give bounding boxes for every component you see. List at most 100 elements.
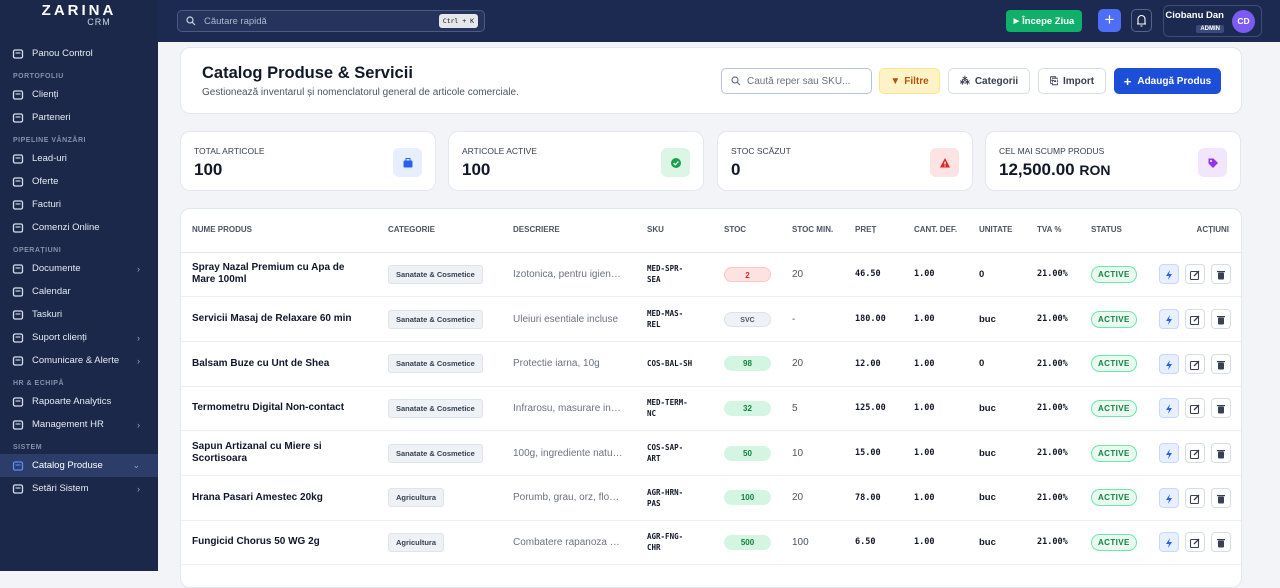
table-body: Spray Nazal Premium cu Apa de Mare 100ml… bbox=[181, 252, 1241, 566]
category-badge: Sanatate & Cosmetice bbox=[388, 309, 483, 329]
column-header: UNITATE bbox=[979, 209, 1037, 253]
nav-item[interactable]: Clienți bbox=[0, 83, 158, 106]
nav-label: Calendar bbox=[32, 286, 71, 297]
search-placeholder: Căutare rapidă bbox=[204, 15, 267, 27]
button-label: Filtre bbox=[904, 75, 929, 87]
nav-item[interactable]: Suport clienți › bbox=[0, 326, 158, 349]
sku-cell: MED-SPR-SEA bbox=[647, 252, 724, 298]
categories-button[interactable]: ⁂ Categorii bbox=[948, 68, 1030, 94]
add-product-button[interactable]: + Adaugă Produs bbox=[1114, 68, 1221, 94]
nav-item[interactable]: Comenzi Online bbox=[0, 216, 158, 239]
button-label: Începe Ziua bbox=[1022, 15, 1075, 27]
notifications-button[interactable] bbox=[1131, 9, 1152, 32]
unit: buc bbox=[979, 430, 1037, 476]
edit-button[interactable] bbox=[1185, 353, 1205, 374]
nav-item[interactable]: Facturi bbox=[0, 193, 158, 216]
product-name: Balsam Buze cu Unt de Shea bbox=[192, 341, 388, 387]
description: Protectie iarna, 10g bbox=[513, 341, 647, 387]
icon bbox=[12, 355, 24, 366]
icon bbox=[1166, 538, 1172, 549]
icon bbox=[1166, 270, 1172, 281]
user-menu[interactable]: Ciobanu Dan ADMIN CD bbox=[1163, 5, 1262, 37]
icon bbox=[12, 419, 24, 430]
nav-item[interactable]: Rapoarte Analytics bbox=[0, 390, 158, 413]
quick-action[interactable] bbox=[1159, 353, 1179, 374]
sku: AGR-FNG-CHR bbox=[647, 532, 684, 553]
product-row: Sapun Artizanal cu Miere si Scortisoara S… bbox=[181, 430, 1241, 476]
delete-button[interactable] bbox=[1211, 309, 1231, 330]
edit-button[interactable] bbox=[1185, 532, 1205, 553]
status-badge: ACTIVE bbox=[1091, 265, 1137, 283]
avatar: CD bbox=[1232, 10, 1255, 33]
nav-item[interactable]: Documente › bbox=[0, 257, 158, 280]
edit-button[interactable] bbox=[1185, 264, 1205, 285]
delete-button[interactable] bbox=[1211, 487, 1231, 508]
edit-button[interactable] bbox=[1185, 309, 1205, 330]
edit-button[interactable] bbox=[1185, 443, 1205, 464]
actions bbox=[1159, 386, 1241, 432]
column-header: SKU bbox=[647, 209, 724, 253]
filter-button[interactable]: ▼ Filtre bbox=[879, 68, 940, 94]
icon bbox=[670, 157, 681, 168]
delete-button[interactable] bbox=[1211, 398, 1231, 419]
stat-value: 100 bbox=[462, 160, 491, 179]
nav-item[interactable]: Catalog Produse ⌄ bbox=[0, 454, 158, 477]
quick-action[interactable] bbox=[1159, 398, 1179, 419]
quick-action[interactable] bbox=[1159, 264, 1179, 285]
nav-label: Facturi bbox=[32, 199, 62, 210]
column-header: PREȚ bbox=[855, 209, 914, 253]
sku: MED-SPR-SEA bbox=[647, 264, 684, 285]
button-label: Import bbox=[1062, 75, 1095, 87]
quick-action[interactable] bbox=[1159, 443, 1179, 464]
start-day-button[interactable]: ▶ Începe Ziua bbox=[1006, 10, 1082, 32]
stat-icon bbox=[393, 148, 422, 177]
bell-icon bbox=[1137, 14, 1146, 27]
quick-search[interactable]: Căutare rapidă Ctrl + K bbox=[177, 10, 485, 32]
edit-button[interactable] bbox=[1185, 487, 1205, 508]
nav-item[interactable]: Setări Sistem › bbox=[0, 477, 158, 500]
shortcut: Ctrl + K bbox=[438, 14, 478, 28]
quick-action[interactable] bbox=[1159, 309, 1179, 330]
nav-item[interactable]: Parteneri bbox=[0, 106, 158, 129]
catalog-search[interactable]: Caută reper sau SKU... bbox=[721, 68, 872, 94]
nav-item[interactable]: Oferte bbox=[0, 170, 158, 193]
delete-button[interactable] bbox=[1211, 532, 1231, 553]
nav-section-title: PORTOFOLIU bbox=[13, 73, 64, 80]
icon bbox=[1189, 404, 1200, 415]
chevron: › bbox=[137, 263, 140, 274]
stat-card: ARTICOLE ACTIVE 100 bbox=[448, 131, 704, 191]
nav-item[interactable]: Calendar bbox=[0, 280, 158, 303]
status-badge: ACTIVE bbox=[1091, 533, 1137, 551]
chevron: › bbox=[137, 483, 140, 494]
delete-button[interactable] bbox=[1211, 443, 1231, 464]
nav-label: Parteneri bbox=[32, 112, 71, 123]
status-cell: ACTIVE bbox=[1091, 430, 1159, 476]
quick-action[interactable] bbox=[1159, 532, 1179, 553]
stat-card: STOC SCĂZUT 0 bbox=[717, 131, 973, 191]
quick-action[interactable] bbox=[1159, 487, 1179, 508]
nav-item[interactable]: Management HR › bbox=[0, 413, 158, 436]
stock-badge: 2 bbox=[724, 266, 771, 282]
stock-cell: 32 bbox=[724, 386, 792, 432]
chevron: › bbox=[137, 355, 140, 366]
header-card: Catalog Produse & Servicii Gestionează i… bbox=[180, 47, 1242, 114]
topbar: Căutare rapidă Ctrl + K ▶ Începe Ziua + C… bbox=[158, 0, 1280, 42]
vat: 21.00% bbox=[1037, 475, 1091, 521]
edit-button[interactable] bbox=[1185, 398, 1205, 419]
stock-min: 20 bbox=[792, 252, 855, 298]
chevron: ⌄ bbox=[132, 460, 140, 470]
nav-item[interactable]: Taskuri bbox=[0, 303, 158, 326]
nav-item[interactable]: Panou Control bbox=[0, 42, 158, 65]
nav-item[interactable]: Comunicare & Alerte › bbox=[0, 349, 158, 372]
stat-icon bbox=[661, 148, 690, 177]
product-name: Spray Nazal Premium cu Apa de Mare 100ml bbox=[192, 252, 388, 298]
delete-button[interactable] bbox=[1211, 264, 1231, 285]
icon bbox=[12, 309, 24, 320]
stat-value-row: 100 bbox=[194, 160, 222, 180]
nav-section-title: HR & ECHIPĂ bbox=[13, 380, 65, 387]
nav-item[interactable]: Lead-uri bbox=[0, 147, 158, 170]
add-button[interactable]: + bbox=[1098, 9, 1121, 32]
stock-min: - bbox=[792, 296, 855, 342]
import-button[interactable]: ⎘ Import bbox=[1038, 68, 1106, 94]
delete-button[interactable] bbox=[1211, 353, 1231, 374]
